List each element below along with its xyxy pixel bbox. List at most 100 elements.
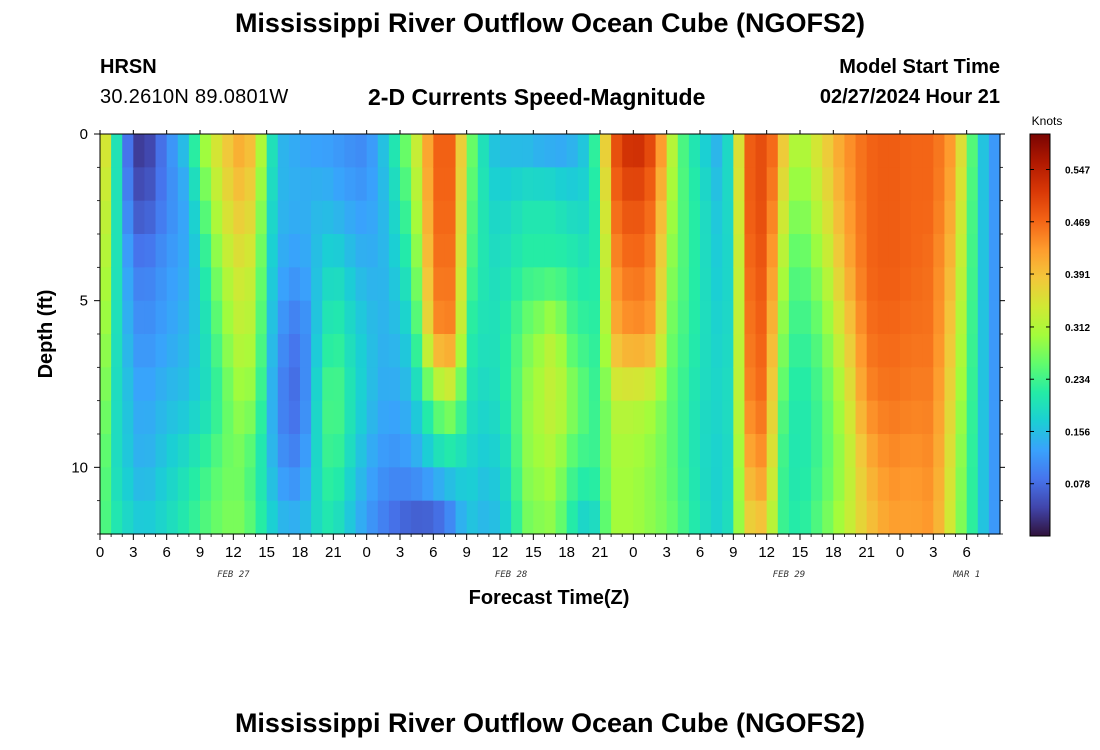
heatmap-cell [711, 234, 723, 268]
heatmap-cell [222, 200, 234, 235]
heatmap-cell [600, 234, 612, 268]
heatmap-cell [544, 267, 557, 302]
heatmap-cell [500, 400, 512, 435]
heatmap-cell [588, 467, 601, 502]
heatmap-cell [355, 300, 368, 335]
heatmap-cell [577, 334, 590, 368]
heatmap-cell [400, 300, 412, 335]
heatmap-cell [711, 134, 723, 168]
heatmap-cell [911, 400, 923, 435]
heatmap-cell [166, 300, 179, 335]
heatmap-cell [633, 200, 646, 235]
heatmap-cell [400, 400, 412, 435]
heatmap-cell [633, 267, 646, 302]
heatmap-cell [777, 500, 790, 535]
chart-subtitle: 2-D Currents Speed-Magnitude [368, 84, 706, 110]
heatmap-cell [311, 400, 323, 435]
heatmap-cell [844, 467, 857, 502]
heatmap-cell [844, 200, 857, 235]
x-tick-label: 12 [758, 544, 775, 561]
heatmap-cell [988, 467, 1001, 502]
heatmap-cell [122, 334, 134, 368]
heatmap-cell [933, 200, 946, 235]
heatmap-cell [522, 234, 534, 268]
heatmap-cell [733, 467, 746, 502]
heatmap-cell [333, 334, 346, 368]
heatmap-cell [900, 334, 912, 368]
heatmap-cell [955, 334, 968, 368]
heatmap-cell [955, 434, 968, 468]
heatmap-cell [844, 334, 857, 368]
heatmap-cell [577, 134, 590, 168]
heatmap-cell [155, 167, 168, 202]
heatmap-cell [866, 134, 879, 168]
heatmap-cell [355, 334, 368, 368]
station-coordinates: 30.2610N 89.0801W [100, 86, 289, 108]
heatmap-cell [322, 300, 334, 335]
heatmap-cell [155, 500, 168, 535]
heatmap-cell [455, 400, 468, 435]
heatmap-cell [811, 500, 823, 535]
heatmap-cell [222, 367, 234, 402]
heatmap-cell [277, 134, 290, 168]
heatmap-cell [677, 234, 690, 268]
heatmap-cell [977, 134, 990, 168]
heatmap-cell [733, 134, 746, 168]
heatmap-cell [222, 334, 234, 368]
heatmap-cell [488, 400, 501, 435]
heatmap-cell [833, 367, 846, 402]
heatmap-cell [544, 134, 557, 168]
heatmap-cell [377, 400, 390, 435]
heatmap-cell [755, 334, 768, 368]
heatmap-cell [744, 500, 757, 535]
heatmap-cell [155, 334, 168, 368]
heatmap-cell [833, 300, 846, 335]
heatmap-cell [177, 500, 190, 535]
heatmap-cell [300, 167, 312, 202]
heatmap-cell [211, 167, 223, 202]
heatmap-cell [566, 367, 579, 402]
heatmap-cell [411, 200, 423, 235]
heatmap-cell [322, 500, 334, 535]
heatmap-cell [677, 267, 690, 302]
heatmap-cell [711, 334, 723, 368]
heatmap-cell [366, 500, 379, 535]
heatmap-cell [466, 234, 479, 268]
heatmap-cell [977, 167, 990, 202]
heatmap-cell [866, 434, 879, 468]
heatmap-cell [800, 234, 812, 268]
heatmap-cell [355, 367, 368, 402]
heatmap-cell [844, 234, 857, 268]
heatmap-cell [733, 500, 746, 535]
heatmap-cell [577, 167, 590, 202]
heatmap-cell [211, 467, 223, 502]
heatmap-cell [833, 500, 846, 535]
heatmap-cell [977, 267, 990, 302]
heatmap-cell [400, 500, 412, 535]
heatmap-cell [677, 200, 690, 235]
heatmap-cell [688, 367, 701, 402]
heatmap-cell [811, 267, 823, 302]
heatmap-cell [122, 367, 134, 402]
heatmap-cell [833, 234, 846, 268]
heatmap-cell [966, 400, 979, 435]
heatmap-cell [655, 334, 668, 368]
heatmap-cell [855, 400, 868, 435]
heatmap-cell [800, 367, 812, 402]
heatmap-cell [377, 134, 390, 168]
heatmap-cell [877, 234, 890, 268]
heatmap-cell [355, 267, 368, 302]
heatmap-cell [900, 400, 912, 435]
heatmap-cell [533, 300, 546, 335]
heatmap-cell [977, 200, 990, 235]
heatmap-cell [188, 467, 201, 502]
heatmap-cell [244, 200, 257, 235]
heatmap-cell [666, 367, 679, 402]
heatmap-cell [122, 167, 134, 202]
heatmap-cell [766, 300, 779, 335]
heatmap-cell [855, 200, 868, 235]
heatmap-cell [744, 400, 757, 435]
heatmap-cell [422, 200, 434, 235]
heatmap-cell [122, 500, 134, 535]
heatmap-cell [111, 400, 123, 435]
